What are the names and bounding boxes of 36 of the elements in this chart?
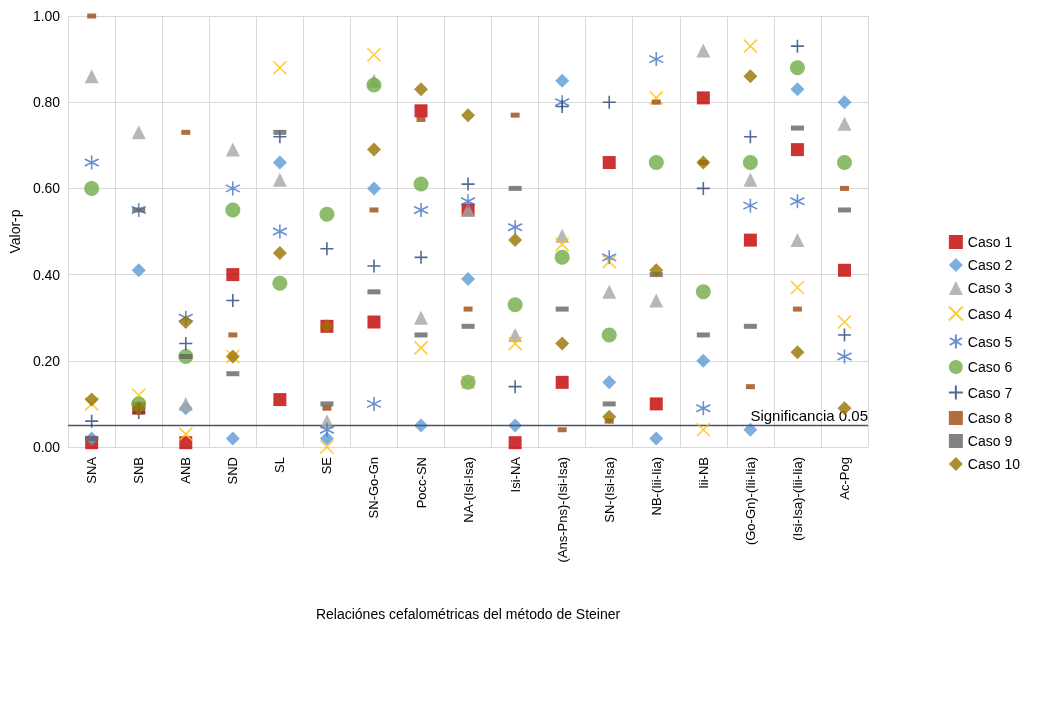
x-tick-label: SN-(Isi-Isa) <box>601 457 617 523</box>
legend-label: Caso 10 <box>967 456 1021 472</box>
legend-label: Caso 3 <box>967 280 1013 296</box>
x-tick-label: NB-(Iii-Iia) <box>648 457 664 516</box>
legend-label: Caso 4 <box>967 305 1013 322</box>
x-tick-label: (Isi-Isa)-(Iii-Iia) <box>789 457 805 541</box>
y-tick-label: 1.00 <box>32 8 61 24</box>
x-tick-label: ANB <box>178 457 194 484</box>
y-tick-label: 0.00 <box>32 439 61 455</box>
legend-label: Caso 7 <box>967 384 1013 401</box>
x-tick-label: SE <box>319 456 335 475</box>
legend-label: Caso 6 <box>967 359 1013 375</box>
x-tick-label: (Go-Gn)-(Iii-Iia) <box>742 457 758 546</box>
legend-label: Caso 2 <box>967 257 1013 273</box>
x-tick-label: SL <box>272 457 288 473</box>
y-tick-label: 0.40 <box>32 266 61 283</box>
y-tick-label: 0.20 <box>32 352 61 369</box>
x-tick-label: SNA <box>84 456 100 484</box>
legend-label: Caso 9 <box>967 433 1013 449</box>
legend-label: Caso 8 <box>967 410 1013 426</box>
legend-label: Caso 5 <box>967 333 1013 350</box>
legend-label: Caso 1 <box>967 234 1013 250</box>
y-tick-label: 0.60 <box>32 180 61 197</box>
x-tick-label: NA-(Isi-Isa) <box>460 457 476 523</box>
ref-line-label: Significancia 0.05 <box>750 407 868 425</box>
x-tick-label: Iii-NB <box>695 457 711 489</box>
y-tick-label: 0.80 <box>32 94 61 111</box>
x-axis-title: Relaciónes cefalométricas del método de Steiner <box>315 606 621 622</box>
x-tick-label: SNB <box>131 457 147 484</box>
x-tick-label: SN-Go-Gn <box>366 457 382 519</box>
x-tick-label: Pocc-SN <box>413 457 429 509</box>
y-axis-title: Valor-p <box>7 209 23 254</box>
x-tick-label: Ac-Pog <box>836 457 852 500</box>
x-tick-label: Isi-NA <box>507 456 523 493</box>
x-tick-label: (Ans-Pns)-(Isi-Isa) <box>554 457 570 563</box>
x-tick-label: SND <box>225 457 241 485</box>
